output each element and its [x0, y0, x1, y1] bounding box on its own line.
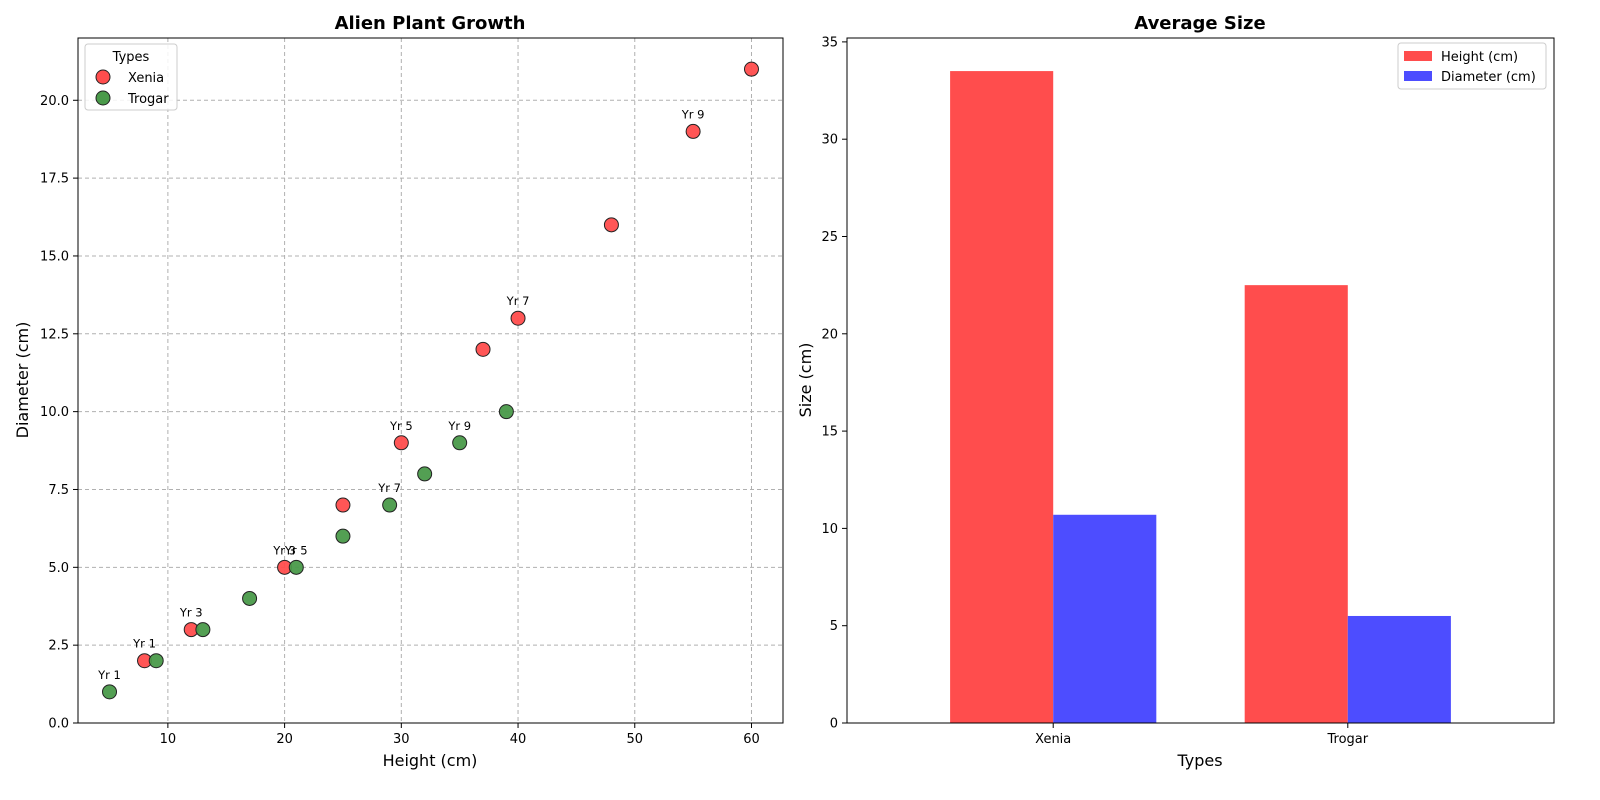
bar-y-tick-label: 35 — [821, 35, 838, 50]
scatter-point-trogar — [382, 497, 398, 513]
scatter-point-trogar — [242, 590, 258, 606]
scatter-y-tick-label: 0.0 — [48, 717, 69, 732]
bar-x-tick-label: Xenia — [1035, 732, 1071, 747]
scatter-point-xenia — [603, 217, 619, 233]
scatter-point-annotation: Yr 5 — [284, 543, 308, 557]
legend-marker-trogar — [95, 90, 111, 106]
scatter-y-tick-label: 17.5 — [40, 172, 69, 187]
bar-y-tick-label: 0 — [830, 717, 838, 732]
scatter-point-trogar — [452, 435, 468, 451]
scatter-point-xenia — [685, 123, 701, 139]
scatter-point-annotation: Yr 3 — [272, 543, 296, 557]
scatter-x-tick-label: 30 — [393, 732, 410, 747]
bar-x-ticks: Xenia Trogar — [1035, 723, 1369, 747]
scatter-x-tick-label: 50 — [626, 732, 643, 747]
scatter-point-xenia — [743, 61, 759, 77]
scatter-y-tick-label: 12.5 — [40, 327, 69, 342]
scatter-point-annotation: Yr 5 — [389, 419, 413, 433]
legend-label-xenia: Xenia — [128, 71, 164, 86]
scatter-plot-frame — [77, 37, 784, 724]
scatter-legend: Types Xenia Trogar — [84, 43, 178, 111]
scatter-point-annotation: Yr 7 — [377, 481, 401, 495]
scatter-y-tick-label: 5.0 — [48, 561, 69, 576]
scatter-point-annotation: Yr 9 — [447, 419, 471, 433]
legend-swatch-diameter — [1404, 71, 1432, 81]
bar-y-tick-label: 5 — [830, 619, 838, 634]
bar-bars — [950, 71, 1451, 723]
bar-diameter-trogar — [1347, 615, 1451, 723]
scatter-y-axis-label: Diameter (cm) — [13, 322, 32, 439]
bar-x-tick-label: Trogar — [1326, 732, 1368, 747]
scatter-y-tick-label: 2.5 — [48, 639, 69, 654]
scatter-points — [102, 61, 759, 700]
bar-legend: Height (cm) Diameter (cm) — [1397, 42, 1547, 90]
scatter-point-xenia — [335, 497, 351, 513]
scatter-point-trogar — [148, 653, 164, 669]
bar-y-tick-label: 10 — [821, 522, 838, 537]
bar-y-tick-label: 15 — [821, 425, 838, 440]
legend-label-trogar: Trogar — [127, 92, 169, 107]
scatter-point-annotation: Yr 9 — [681, 107, 705, 121]
scatter-annotations: Yr 1Yr 3Yr 3Yr 5Yr 7Yr 9Yr 1Yr 5Yr 7Yr 9 — [97, 107, 704, 681]
scatter-x-tick-label: 40 — [510, 732, 527, 747]
bar-height-xenia — [950, 71, 1054, 723]
scatter-point-trogar — [288, 559, 304, 575]
bar-y-tick-label: 25 — [821, 230, 838, 245]
scatter-x-ticks: 10 20 30 40 50 60 — [160, 723, 760, 747]
bar-y-tick-label: 30 — [821, 133, 838, 148]
legend-swatch-height — [1404, 51, 1432, 61]
scatter-point-xenia — [393, 435, 409, 451]
scatter-title: Alien Plant Growth — [335, 13, 526, 34]
scatter-legend-title: Types — [112, 50, 150, 65]
scatter-point-xenia — [475, 341, 491, 357]
bar-height-trogar — [1244, 285, 1348, 723]
scatter-y-tick-label: 20.0 — [40, 94, 69, 109]
bar-y-axis-label: Size (cm) — [796, 343, 815, 418]
bar-y-tick-label: 20 — [821, 327, 838, 342]
bar-y-ticks: 0 5 10 15 20 25 30 35 — [821, 35, 847, 732]
scatter-x-tick-label: 20 — [276, 732, 293, 747]
scatter-point-trogar — [335, 528, 351, 544]
scatter-x-tick-label: 60 — [743, 732, 760, 747]
scatter-point-trogar — [102, 684, 118, 700]
scatter-point-trogar — [498, 404, 514, 420]
scatter-point-annotation: Yr 1 — [132, 637, 156, 651]
scatter-y-tick-label: 15.0 — [40, 249, 69, 264]
scatter-x-axis-label: Height (cm) — [383, 751, 478, 770]
bar-title: Average Size — [1134, 13, 1265, 34]
scatter-point-trogar — [417, 466, 433, 482]
bar-diameter-xenia — [1053, 514, 1157, 723]
scatter-chart: Alien Plant Growth Yr 1Yr 3Yr 3Yr 5Yr 7Y… — [13, 13, 784, 770]
scatter-y-tick-label: 10.0 — [40, 405, 69, 420]
scatter-point-trogar — [195, 622, 211, 638]
legend-label-height: Height (cm) — [1441, 50, 1518, 65]
bar-plot-frame — [846, 37, 1555, 724]
bar-x-axis-label: Types — [1176, 751, 1222, 770]
scatter-point-annotation: Yr 1 — [97, 668, 121, 682]
scatter-grid — [78, 38, 783, 724]
scatter-point-annotation: Yr 7 — [506, 294, 530, 308]
bar-legend-box — [1397, 42, 1547, 90]
scatter-point-xenia — [510, 310, 526, 326]
scatter-x-tick-label: 10 — [160, 732, 177, 747]
legend-label-diameter: Diameter (cm) — [1441, 70, 1536, 85]
scatter-point-annotation: Yr 3 — [179, 606, 203, 620]
scatter-y-ticks: 0.0 2.5 5.0 7.5 10.0 12.5 15.0 17.5 20.0 — [40, 94, 78, 732]
legend-marker-xenia — [95, 69, 111, 85]
bar-chart: Average Size Xenia Trogar 05101520253035 … — [796, 13, 1555, 770]
scatter-y-tick-label: 7.5 — [48, 483, 69, 498]
